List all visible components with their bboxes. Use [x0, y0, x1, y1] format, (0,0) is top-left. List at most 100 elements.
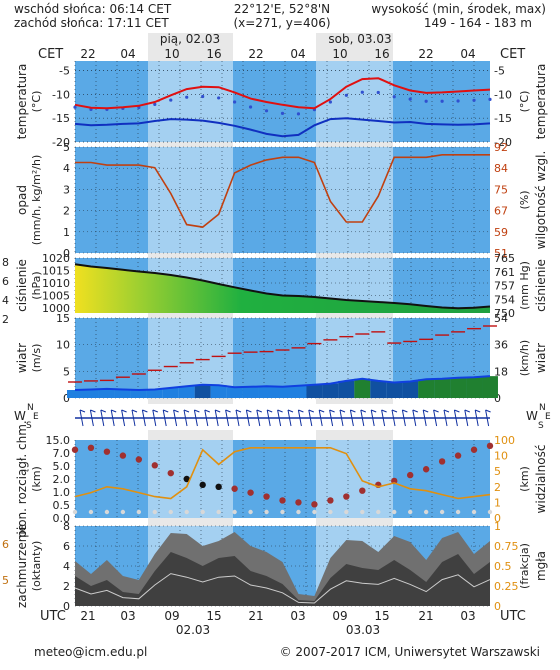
y-tick-label: 0 — [63, 392, 70, 405]
y2-tick-label: 92 — [494, 141, 508, 154]
wind-arrow-barb — [464, 409, 470, 413]
altitude-title: wysokość (min, środek, max) — [371, 2, 546, 16]
temp-dot — [472, 98, 476, 102]
lowcloud-dot — [439, 509, 445, 515]
cloudbase-dot — [103, 448, 111, 455]
top-timezone-right: CET — [500, 47, 525, 62]
y2-tick-label: 765 — [494, 252, 515, 265]
bottom-tick-label: 21 — [418, 609, 433, 623]
outer-tick-label: 4 — [2, 294, 9, 307]
bottom-tick-label: 03 — [120, 609, 135, 623]
wind-bar — [67, 390, 83, 398]
bottom-tick-label: 03 — [290, 609, 305, 623]
precip-panel-bg — [75, 147, 490, 253]
y-tick-label: 4 — [63, 560, 70, 573]
temp-dot — [264, 109, 269, 113]
temp-dot — [408, 97, 412, 101]
wind-right-unit: (km/h) — [518, 340, 531, 376]
cloudbase-dot — [422, 466, 430, 473]
lowcloud-dot — [184, 509, 189, 515]
lowcloud-dot — [312, 509, 317, 515]
cloud-right-unit: (frakcja) — [518, 543, 531, 589]
lowcloud-dot — [471, 509, 477, 515]
wind-arrow-barb — [475, 409, 481, 413]
top-tick-labels: 22 04 10 16 22 04 10 16 22 04 — [80, 47, 475, 61]
precip-left-label: opad — [15, 185, 29, 215]
y2-tick-label: 0.5 — [494, 560, 512, 573]
cloudbase-right-label: widzialność — [534, 445, 548, 514]
wind-arrow-barb — [152, 409, 158, 413]
wind-arrow-barb — [319, 409, 325, 413]
cloudbase-dot — [119, 452, 127, 459]
temp-dot — [201, 94, 205, 99]
y2-tick-label: 67 — [494, 205, 508, 218]
wind-arrow-barb — [131, 409, 138, 413]
temp-dot — [360, 90, 364, 94]
y-tick-label: 0.5 — [53, 499, 71, 512]
y-tick-label: 7.0 — [53, 447, 71, 460]
wind-bar — [226, 387, 243, 398]
temp-dot — [440, 99, 444, 103]
y-tick-label: 5 — [63, 365, 70, 378]
y-tick-label: -15 — [52, 112, 70, 125]
y-tick-label: 8 — [63, 520, 70, 533]
lowcloud-dot — [136, 509, 142, 515]
wind-bar — [242, 386, 259, 398]
wind-bar — [418, 379, 435, 398]
wind-arrow-barb — [163, 409, 169, 413]
temperature-line — [74, 77, 491, 110]
y-tick-label: 15 — [56, 312, 70, 325]
y-tick-label: 1000 — [42, 302, 70, 315]
bottom-date2: 03.03 — [346, 623, 380, 637]
y-tick-label: 2 — [63, 205, 70, 218]
cloudbase-dot — [135, 456, 143, 463]
wind-arrow-barb — [287, 409, 294, 413]
wind-arrow-barb — [360, 409, 366, 413]
lowcloud-dot — [152, 509, 158, 515]
cloudbase-dot — [295, 499, 302, 506]
y-tick-label: 10 — [56, 339, 70, 352]
cloudbase-dot — [215, 483, 222, 490]
y2-tick-label: 757 — [494, 280, 515, 293]
y-tick-label: -5 — [494, 65, 505, 78]
temp-dot — [456, 99, 460, 103]
cloudbase-left-label: pion. rozciągł. chm. — [15, 420, 29, 538]
cloudbase-dot — [263, 493, 270, 500]
wind-arrow-barb — [298, 409, 304, 413]
wind-bar — [354, 378, 371, 398]
top-tick-label: 10 — [332, 47, 347, 61]
pressure-right-label: ciśnienie — [534, 259, 548, 312]
y-tick-label: 6 — [63, 540, 70, 553]
compass-letter: E — [545, 412, 551, 422]
temp-dot — [169, 98, 173, 102]
top-tick-label: 22 — [418, 47, 433, 61]
wind-arrow-barb — [402, 409, 408, 413]
bottom-tick-label: 15 — [206, 609, 221, 623]
temp-dot — [424, 99, 428, 103]
y2-tick-label: 0.25 — [494, 580, 519, 593]
outer-tick-label: 6 — [2, 538, 9, 551]
coords-text: 22°12'E, 52°8'N — [234, 2, 330, 16]
y2-tick-label: 84 — [494, 162, 508, 175]
compass-letter: S — [538, 421, 544, 431]
temp-dot — [280, 111, 285, 116]
y2-tick-label: 10 — [494, 450, 508, 463]
y-tick-label: 3 — [63, 183, 70, 196]
top-tick-label: 22 — [248, 47, 263, 61]
wind-arrow-barb — [142, 409, 148, 413]
lowcloud-dot — [120, 509, 126, 515]
y-tick-label: 1 — [63, 226, 70, 239]
wind-bar — [130, 390, 147, 398]
wind-arrow-barb — [100, 409, 106, 413]
pressure-right-unit: (mm Hg) — [518, 261, 531, 310]
y2-tick-label: 51 — [494, 247, 508, 260]
footer-email[interactable]: meteo@icm.edu.pl — [34, 645, 147, 659]
cloudbase-dot — [247, 489, 254, 496]
temp-dot — [233, 100, 237, 104]
dewpoint-line — [74, 117, 491, 138]
bottom-timezone-right: UTC — [500, 609, 526, 624]
bottom-tick-label: 09 — [164, 609, 179, 623]
y2-tick-label: 18 — [494, 365, 508, 378]
wind-bar — [114, 389, 131, 398]
